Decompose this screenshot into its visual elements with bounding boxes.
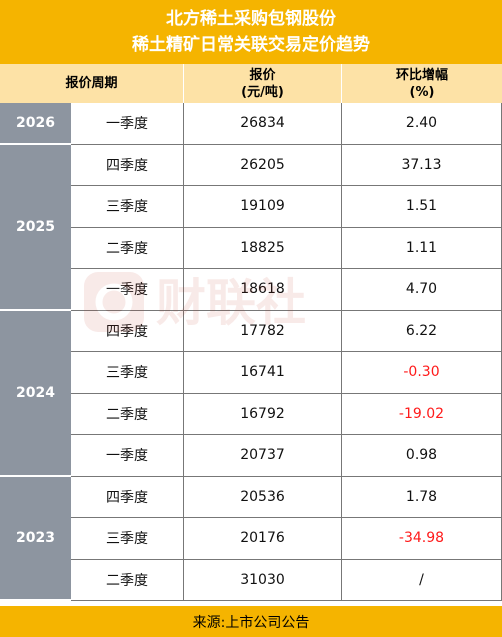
quarter-cell: 三季度 bbox=[71, 186, 184, 228]
quarter-cell: 一季度 bbox=[71, 435, 184, 477]
year-cell: 2023 bbox=[0, 476, 71, 601]
table-row: 四季度 20536 1.78 bbox=[71, 476, 502, 518]
price-cell: 31030 bbox=[184, 559, 342, 601]
quarter-cell: 三季度 bbox=[71, 352, 184, 394]
change-cell: 37.13 bbox=[342, 144, 502, 186]
change-cell: 6.22 bbox=[342, 310, 502, 352]
price-cell: 16741 bbox=[184, 352, 342, 394]
change-cell: / bbox=[342, 559, 502, 601]
table-row: 一季度 18618 4.70 bbox=[71, 269, 502, 311]
quarter-cell: 三季度 bbox=[71, 518, 184, 560]
year-cell: 2024 bbox=[0, 310, 71, 477]
quarter-cell: 二季度 bbox=[71, 559, 184, 601]
change-cell: -19.02 bbox=[342, 393, 502, 435]
year-cell: 2025 bbox=[0, 144, 71, 311]
table-row: 三季度 19109 1.51 bbox=[71, 186, 502, 228]
table-title: 北方稀土采购包钢股份 稀土精矿日常关联交易定价趋势 bbox=[0, 0, 502, 64]
price-cell: 19109 bbox=[184, 186, 342, 228]
table-row: 二季度 31030/ bbox=[71, 559, 502, 601]
change-cell: -34.98 bbox=[342, 518, 502, 560]
change-cell: 1.11 bbox=[342, 227, 502, 269]
price-cell: 18618 bbox=[184, 269, 342, 311]
header-change-label: 环比增幅 bbox=[395, 67, 448, 83]
header-period-label: 报价周期 bbox=[65, 76, 118, 91]
change-cell: 0.98 bbox=[342, 435, 502, 477]
table-row: 一季度 26834 2.40 bbox=[71, 103, 502, 145]
table-row: 二季度 18825 1.11 bbox=[71, 227, 502, 269]
table-row: 四季度 26205 37.13 bbox=[71, 144, 502, 186]
price-cell: 26834 bbox=[184, 103, 342, 145]
table-row: 二季度 16792 -19.02 bbox=[71, 393, 502, 435]
quarter-cell: 二季度 bbox=[71, 227, 184, 269]
quarter-cell: 二季度 bbox=[71, 393, 184, 435]
table-row: 三季度 20176 -34.98 bbox=[71, 518, 502, 560]
header-price: 报价 (元/吨) bbox=[184, 64, 342, 103]
source-footer: 来源:上市公司公告 bbox=[0, 606, 502, 637]
header-change: 环比增幅 (%) bbox=[342, 64, 502, 103]
title-line-2: 稀土精矿日常关联交易定价趋势 bbox=[132, 35, 370, 55]
change-cell: -0.30 bbox=[342, 352, 502, 394]
quarter-cell: 四季度 bbox=[71, 310, 184, 352]
price-cell: 17782 bbox=[184, 310, 342, 352]
change-cell: 1.78 bbox=[342, 476, 502, 518]
price-cell: 26205 bbox=[184, 144, 342, 186]
quarter-cell: 四季度 bbox=[71, 144, 184, 186]
quarter-cell: 一季度 bbox=[71, 269, 184, 311]
change-cell: 2.40 bbox=[342, 103, 502, 145]
table-row: 一季度 20737 0.98 bbox=[71, 435, 502, 477]
header-change-unit: (%) bbox=[409, 84, 435, 100]
price-cell: 20737 bbox=[184, 435, 342, 477]
quarter-cell: 四季度 bbox=[71, 476, 184, 518]
quarter-cell: 一季度 bbox=[71, 103, 184, 145]
table-row: 四季度 17782 6.22 bbox=[71, 310, 502, 352]
change-cell: 1.51 bbox=[342, 186, 502, 228]
price-cell: 20176 bbox=[184, 518, 342, 560]
header-price-label: 报价 bbox=[249, 67, 276, 83]
price-cell: 18825 bbox=[184, 227, 342, 269]
title-line-1: 北方稀土采购包钢股份 bbox=[166, 9, 336, 29]
table-row: 三季度 16741 -0.30 bbox=[71, 352, 502, 394]
header-price-unit: (元/吨) bbox=[241, 84, 284, 100]
header-period: 报价周期 bbox=[0, 64, 184, 103]
price-cell: 20536 bbox=[184, 476, 342, 518]
price-cell: 16792 bbox=[184, 393, 342, 435]
year-cell: 2026 bbox=[0, 103, 71, 145]
change-cell: 4.70 bbox=[342, 269, 502, 311]
